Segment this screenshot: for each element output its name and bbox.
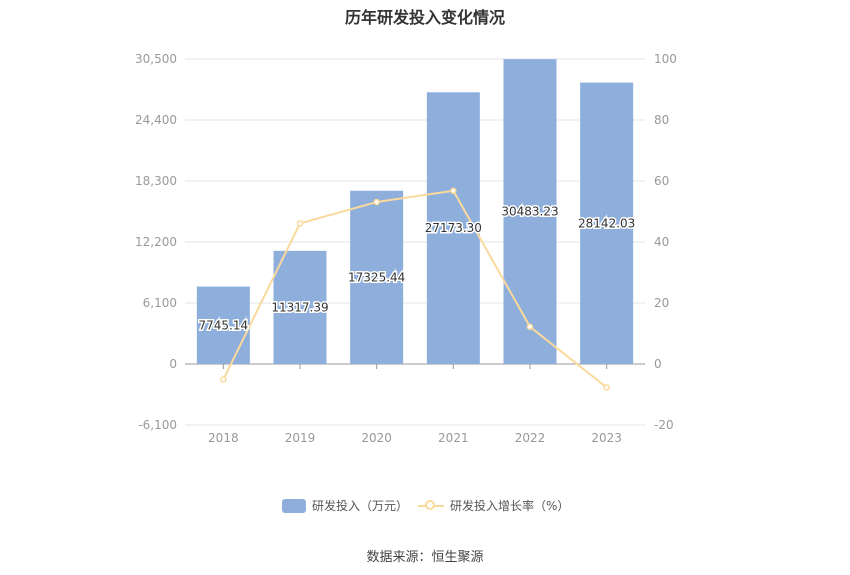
y-right-tick-label: 100 <box>654 52 677 66</box>
x-tick-label: 2018 <box>208 431 239 445</box>
x-tick-label: 2021 <box>438 431 469 445</box>
y-right-tick-label: 20 <box>654 296 669 310</box>
x-tick-label: 2020 <box>361 431 392 445</box>
chart-title: 历年研发投入变化情况 <box>344 8 505 27</box>
source-note: 数据来源：恒生聚源 <box>366 550 484 565</box>
bar <box>580 82 634 364</box>
bar-data-label: 28142.03 <box>578 216 635 230</box>
y-left-tick-label: 0 <box>169 357 177 371</box>
legend-bar-swatch <box>282 498 306 513</box>
bar <box>426 92 480 364</box>
y-left-tick-label: -6,100 <box>138 418 177 432</box>
chart-legend: 研发投入（万元） 研发投入增长率（%） <box>0 497 850 517</box>
y-right-tick-label: 80 <box>654 113 669 127</box>
legend-label-bar: 研发投入（万元） <box>312 499 409 513</box>
bar-data-label: 17325.44 <box>348 270 405 284</box>
bar-data-label: 30483.23 <box>501 205 558 219</box>
legend-item-line[interactable]: 研发投入增长率（%） <box>418 497 569 514</box>
growth-rate-point <box>373 198 380 206</box>
growth-rate-line <box>222 189 608 389</box>
legend-line-swatch <box>418 499 444 513</box>
growth-rate-point <box>220 376 227 383</box>
legend-label-line: 研发投入增长率（%） <box>450 499 570 513</box>
y-right-tick-label: 0 <box>654 357 662 371</box>
bar <box>350 190 404 364</box>
y-left-tick-label: 6,100 <box>143 296 177 310</box>
growth-rate-point <box>526 323 534 331</box>
x-tick-label: 2022 <box>515 431 546 445</box>
legend-line-marker <box>425 499 435 510</box>
growth-rate-point <box>450 187 457 195</box>
y-left-tick-label: 12,200 <box>135 235 177 249</box>
growth-rate-point <box>603 384 610 391</box>
x-tick-label: 2019 <box>285 431 316 445</box>
growth-rate-point <box>296 220 304 227</box>
bar <box>273 250 327 364</box>
y-right-tick-label: 60 <box>654 174 669 188</box>
bar <box>196 286 250 364</box>
bar-data-label: 11317.39 <box>271 300 328 314</box>
y-right-tick-label: 40 <box>654 235 669 249</box>
x-tick-label: 2023 <box>591 431 622 445</box>
y-left-tick-label: 18,300 <box>135 174 177 188</box>
legend-item-bar[interactable]: 研发投入（万元） <box>282 497 408 514</box>
bar <box>503 59 557 365</box>
y-left-tick-label: 30,500 <box>135 52 177 66</box>
bar-data-label: 27173.30 <box>425 221 482 235</box>
bar-data-label: 7745.14 <box>199 318 249 332</box>
y-right-tick-label: -20 <box>654 418 674 432</box>
y-left-tick-label: 24,400 <box>135 113 177 127</box>
